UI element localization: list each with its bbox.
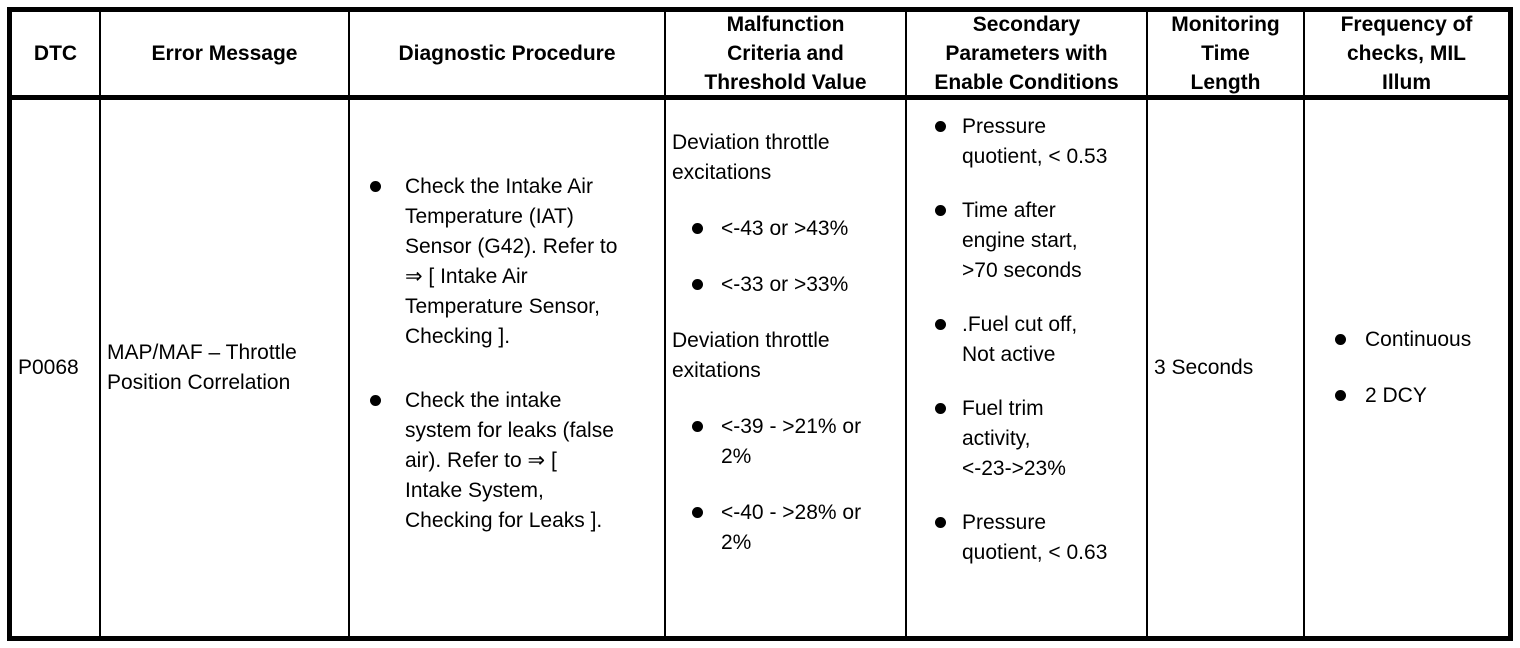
secondary-parameter-text: .Fuel cut off, Not active (962, 313, 1078, 366)
secondary-parameter: .Fuel cut off, Not active (935, 310, 1142, 370)
bullet-icon (692, 279, 703, 290)
criteria-group-heading: Deviation throttle exitations (672, 329, 830, 382)
bullet-icon (692, 421, 703, 432)
criteria-value: <-40 - >28% or 2% (692, 498, 899, 558)
criteria-value-text: <-43 or >43% (721, 217, 849, 240)
bullet-icon (1335, 334, 1346, 345)
cell-monitoring-time-length: 3 Seconds (1148, 100, 1305, 636)
frequency-item: Continuous (1335, 325, 1504, 355)
monitoring-time-text: 3 Seconds (1154, 356, 1254, 379)
error-message-text: MAP/MAF – Throttle Position Correlation (107, 341, 297, 394)
cell-secondary-parameters: Pressure quotient, < 0.53 Time after eng… (907, 100, 1148, 636)
dtc-code: P0068 (18, 356, 79, 379)
table-header-row: DTC Error Message Diagnostic Procedure M… (12, 12, 1508, 100)
header-monitoring-time-length: Monitoring Time Length (1148, 12, 1305, 95)
cell-error-message: MAP/MAF – Throttle Position Correlation (101, 100, 350, 636)
bullet-icon (692, 507, 703, 518)
cell-dtc: P0068 (12, 100, 101, 636)
diagnostic-step-text: Check the intake system for leaks (false… (405, 389, 614, 532)
frequency-item-text: Continuous (1365, 328, 1472, 351)
criteria-value-text: <-33 or >33% (721, 273, 849, 296)
bullet-icon (370, 181, 381, 192)
frequency-item: 2 DCY (1335, 381, 1504, 411)
secondary-parameter: Pressure quotient, < 0.63 (935, 508, 1142, 568)
bullet-icon (692, 223, 703, 234)
bullet-icon (935, 205, 946, 216)
table-body-row: P0068 MAP/MAF – Throttle Position Correl… (12, 100, 1508, 636)
cell-malfunction-criteria: Deviation throttle excitations <-43 or >… (666, 100, 907, 636)
bullet-icon (935, 121, 946, 132)
secondary-parameter: Pressure quotient, < 0.53 (935, 112, 1142, 172)
header-malfunction-criteria: Malfunction Criteria and Threshold Value (666, 12, 907, 95)
secondary-parameter-text: Pressure quotient, < 0.63 (962, 511, 1108, 564)
secondary-parameter-text: Fuel trim activity, <-23->23% (962, 397, 1066, 480)
header-dtc: DTC (12, 12, 101, 95)
header-secondary-parameters: Secondary Parameters with Enable Conditi… (907, 12, 1148, 95)
bullet-icon (1335, 390, 1346, 401)
header-diagnostic-procedure: Diagnostic Procedure (350, 12, 666, 95)
bullet-icon (935, 517, 946, 528)
diagnostic-step-text: Check the Intake Air Temperature (IAT) S… (405, 175, 618, 348)
bullet-icon (370, 395, 381, 406)
bullet-icon (935, 319, 946, 330)
diagnostic-step: Check the intake system for leaks (false… (370, 386, 660, 536)
criteria-value: <-39 - >21% or 2% (692, 412, 899, 472)
header-frequency-of-checks: Frequency of checks, MIL Illum (1340, 13, 1473, 94)
cell-frequency-of-checks: Continuous 2 DCY (1305, 100, 1508, 636)
secondary-parameter-text: Pressure quotient, < 0.53 (962, 115, 1108, 168)
cell-diagnostic-procedure: Check the Intake Air Temperature (IAT) S… (350, 100, 666, 636)
secondary-parameter: Fuel trim activity, <-23->23% (935, 394, 1142, 484)
criteria-value-text: <-40 - >28% or 2% (721, 501, 862, 554)
criteria-value-text: <-39 - >21% or 2% (721, 415, 862, 468)
secondary-parameter: Time after engine start, >70 seconds (935, 196, 1142, 286)
secondary-parameter-text: Time after engine start, >70 seconds (962, 199, 1082, 282)
dtc-diagnostic-table: DTC Error Message Diagnostic Procedure M… (7, 7, 1513, 641)
bullet-icon (935, 403, 946, 414)
diagnostic-step: Check the Intake Air Temperature (IAT) S… (370, 172, 660, 352)
criteria-value: <-33 or >33% (692, 270, 899, 300)
header-error-message: Error Message (101, 12, 350, 95)
criteria-group-heading: Deviation throttle excitations (672, 131, 830, 184)
criteria-value: <-43 or >43% (692, 214, 899, 244)
frequency-item-text: 2 DCY (1365, 384, 1427, 407)
